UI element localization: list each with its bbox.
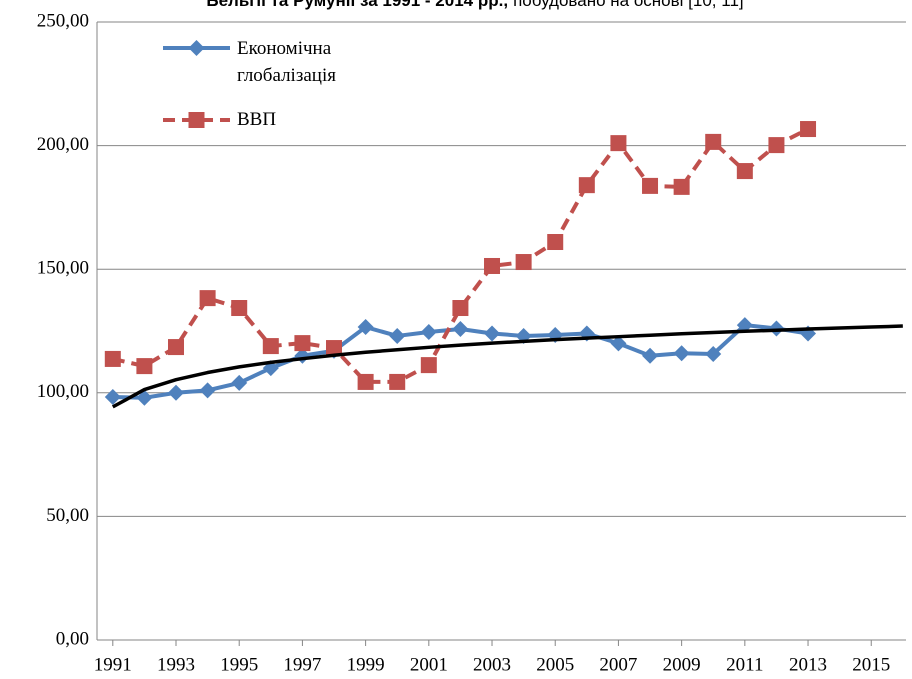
x-tick-label: 1997 — [283, 654, 321, 675]
marker — [168, 384, 185, 401]
y-tick-label: 150,00 — [37, 258, 89, 279]
marker — [705, 345, 722, 362]
x-tick-label: 2003 — [473, 654, 511, 675]
marker — [484, 257, 501, 274]
x-tick-label: 2001 — [410, 654, 448, 675]
marker — [642, 347, 659, 364]
marker — [104, 389, 121, 406]
x-tick-label: 2005 — [536, 654, 574, 675]
marker — [231, 374, 248, 391]
x-tick-label: 1995 — [220, 654, 258, 675]
marker — [420, 323, 437, 340]
y-tick-label: 250,00 — [37, 10, 89, 31]
y-tick-label: 200,00 — [37, 134, 89, 155]
marker — [736, 317, 753, 334]
marker — [578, 177, 595, 194]
marker — [768, 137, 785, 154]
marker — [705, 133, 722, 150]
marker — [610, 335, 627, 352]
marker — [547, 234, 564, 251]
x-tick-label: 1999 — [347, 654, 385, 675]
x-tick-label: 2009 — [663, 654, 701, 675]
marker — [104, 350, 121, 367]
marker — [673, 345, 690, 362]
chart-title: Бельгії та Румунії за 1991 - 2014 рр., по… — [206, 0, 743, 10]
marker — [262, 338, 279, 355]
marker — [357, 319, 374, 336]
x-tick-label: 1993 — [157, 654, 195, 675]
marker — [736, 163, 753, 180]
y-tick-label: 50,00 — [46, 505, 89, 526]
marker — [452, 321, 469, 338]
marker — [199, 290, 216, 307]
marker — [452, 300, 469, 317]
title-rest: побудовано на основі [10, 11] — [513, 0, 744, 10]
marker — [168, 339, 185, 356]
marker — [326, 340, 343, 357]
legend-label: Економічна глобалізація — [237, 38, 336, 86]
marker — [515, 254, 532, 271]
legend-marker — [188, 112, 205, 128]
marker — [389, 373, 406, 390]
marker — [231, 300, 248, 317]
marker — [800, 121, 817, 138]
legend-label: ВВП — [237, 109, 277, 130]
title-bold: Бельгії та Румунії за 1991 - 2014 рр., — [206, 0, 508, 10]
marker — [484, 325, 501, 342]
trend-line — [111, 324, 903, 409]
marker — [642, 177, 659, 194]
marker — [199, 382, 216, 399]
x-tick-label: 1991 — [94, 654, 132, 675]
marker — [357, 373, 374, 390]
x-tick-label: 2011 — [726, 654, 763, 675]
marker — [389, 327, 406, 344]
marker — [673, 178, 690, 195]
x-tick-label: 2007 — [599, 654, 637, 675]
marker — [294, 335, 311, 352]
y-tick-label: 0,00 — [56, 628, 89, 649]
marker — [420, 357, 437, 374]
x-tick-label: 2015 — [852, 654, 890, 675]
marker — [136, 358, 153, 375]
marker — [610, 135, 627, 152]
y-tick-label: 100,00 — [37, 381, 89, 402]
legend-marker — [188, 40, 205, 56]
x-tick-label: 2013 — [789, 654, 827, 675]
